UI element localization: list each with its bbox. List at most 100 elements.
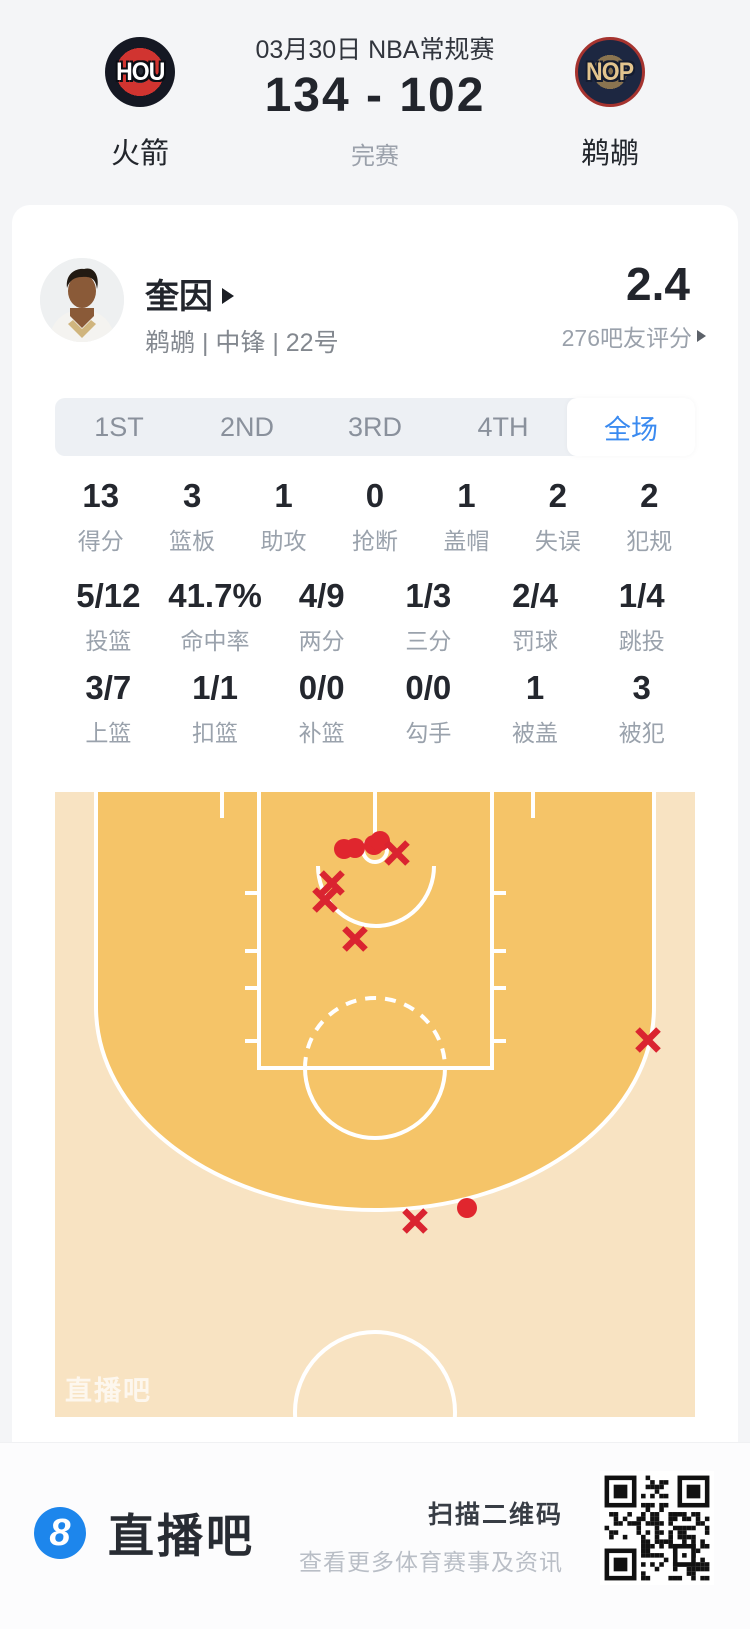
stat-label: 失误 [534, 528, 581, 554]
player-detail-caret-icon [222, 287, 234, 304]
stat-label: 罚球 [512, 628, 559, 654]
stat-value: 3/7 [85, 669, 132, 706]
stat-label: 篮板 [169, 528, 216, 554]
stat-label: 命中率 [180, 628, 250, 654]
stat-篮板: 3 篮板 [146, 477, 237, 556]
stat-value: 1 [457, 477, 476, 514]
stat-label: 被犯 [618, 720, 665, 746]
away-team-name[interactable]: 鹈鹕 [580, 138, 639, 170]
stat-勾手: 0/0 勾手 [375, 669, 482, 748]
court-watermark: 直播吧 [65, 1376, 152, 1406]
stat-value: 0/0 [405, 669, 452, 706]
player-name: 奎因 [145, 278, 213, 316]
away-team-abbr: NOP [586, 57, 634, 86]
stat-label: 助攻 [260, 528, 307, 554]
stat-label: 三分 [405, 628, 452, 654]
stat-value: 1/1 [192, 669, 238, 706]
stat-上篮: 3/7 上篮 [55, 669, 162, 748]
player-name-row[interactable]: 奎因 [145, 269, 234, 318]
app-footer: 8 直播吧 扫描二维码 查看更多体育赛事及资讯 [0, 1442, 750, 1629]
stat-label: 盖帽 [443, 528, 490, 554]
away-team-logo[interactable]: NOP [575, 37, 645, 107]
stat-value: 0 [365, 477, 385, 514]
stat-value: 5/12 [76, 577, 141, 614]
brand-logo[interactable]: 8 直播吧 [34, 1500, 255, 1566]
home-team-logo[interactable]: HOU [105, 37, 175, 107]
game-score: 134 - 102 [264, 69, 486, 122]
halfcourt-svg [55, 792, 695, 1494]
stat-value: 3 [632, 669, 651, 706]
player-avatar-image [40, 258, 124, 342]
stat-两分: 4/9 两分 [268, 577, 375, 656]
stat-三分: 1/3 三分 [375, 577, 482, 656]
stats-row-main: 13 得分 3 篮板 1 助攻 0 抢断 1 盖帽 2 失误 2 犯规 [55, 477, 695, 556]
stat-抢断: 0 抢断 [329, 477, 420, 556]
stat-label: 上篮 [85, 720, 132, 746]
stat-跳投: 1/4 跳投 [588, 577, 695, 656]
missed-shot-marker [319, 870, 345, 896]
stat-value: 1 [525, 669, 545, 706]
stats-row-detail: 3/7 上篮 1/1 扣篮 0/0 补篮 0/0 勾手 1 被盖 3 被犯 [55, 669, 695, 748]
qr-code[interactable] [600, 1471, 714, 1585]
missed-shot-marker [312, 887, 338, 913]
stat-label: 犯规 [626, 528, 673, 554]
player-avatar[interactable] [40, 258, 124, 342]
stat-value: 3 [182, 477, 202, 514]
player-rating: 2.4 [626, 258, 690, 310]
brand-8-icon: 8 [34, 1507, 86, 1559]
qr-code-image [600, 1471, 714, 1585]
tab-4th[interactable]: 4TH [477, 411, 529, 442]
quarter-tabs: 1ST 2ND 3RD 4TH 全场 [55, 398, 695, 456]
brand-name: 直播吧 [108, 1510, 255, 1562]
missed-shot-marker [342, 926, 368, 952]
player-meta: 鹈鹕 | 中锋 | 22号 [145, 329, 339, 357]
stat-value: 4/9 [298, 577, 345, 614]
stat-label: 跳投 [618, 628, 665, 654]
tab-1st[interactable]: 1ST [94, 411, 144, 442]
stat-补篮: 0/0 补篮 [268, 669, 375, 748]
tab-3rd[interactable]: 3RD [347, 411, 402, 442]
stat-扣篮: 1/1 扣篮 [162, 669, 269, 748]
stat-投篮: 5/12 投篮 [55, 577, 162, 656]
stat-犯规: 2 犯规 [604, 477, 695, 556]
home-team-abbr: HOU [115, 57, 165, 86]
stat-被盖: 1 被盖 [482, 669, 589, 748]
stat-label: 扣篮 [192, 720, 238, 746]
score-header: HOU NOP 火箭 鹈鹕 03月30日 NBA常规赛 134 - 102 完赛 [0, 0, 750, 205]
qr-title: 扫描二维码 [427, 1501, 563, 1529]
missed-shot-marker [635, 1027, 661, 1053]
stat-得分: 13 得分 [55, 477, 146, 556]
stat-label: 勾手 [405, 720, 452, 746]
stat-label: 抢断 [351, 528, 398, 554]
stat-label: 得分 [77, 528, 124, 554]
player-stats-card: 奎因 鹈鹕 | 中锋 | 22号 2.4 276吧友评分 1ST 2ND 3RD 4T… [12, 205, 738, 1494]
stat-被犯: 3 被犯 [588, 669, 695, 748]
stats-row-shooting: 5/12 投篮 41.7% 命中率 4/9 两分 1/3 三分 2/4 罚球 1/4 跳投 [55, 577, 695, 656]
stat-value: 2 [548, 477, 567, 514]
rating-block[interactable]: 2.4 276吧友评分 [562, 257, 706, 353]
home-team-name[interactable]: 火箭 [110, 138, 169, 170]
stat-label: 投篮 [85, 628, 132, 654]
stat-命中率: 41.7% 命中率 [162, 577, 269, 656]
stat-助攻: 1 助攻 [238, 477, 329, 556]
stat-value: 2 [640, 477, 659, 514]
stat-盖帽: 1 盖帽 [421, 477, 512, 556]
qr-text-block: 扫描二维码 查看更多体育赛事及资讯 [299, 1495, 563, 1577]
stat-label: 两分 [298, 628, 345, 654]
made-shot-marker [457, 1198, 477, 1218]
stat-value: 13 [82, 477, 120, 514]
made-shot-marker [345, 838, 365, 858]
stat-label: 被盖 [512, 720, 559, 746]
rating-caret-icon [697, 330, 706, 342]
tab-全场[interactable]: 全场 [567, 398, 695, 456]
stat-value: 41.7% [168, 577, 262, 614]
stat-label: 补篮 [298, 720, 345, 746]
tab-2nd[interactable]: 2ND [219, 411, 274, 442]
stat-value: 2/4 [512, 577, 558, 614]
missed-shot-marker [402, 1208, 428, 1234]
stat-value: 1/4 [618, 577, 665, 614]
stat-value: 1/3 [405, 577, 452, 614]
missed-shot-marker [384, 840, 410, 866]
made-shot-marker [370, 831, 390, 851]
stat-value: 0/0 [298, 669, 345, 706]
